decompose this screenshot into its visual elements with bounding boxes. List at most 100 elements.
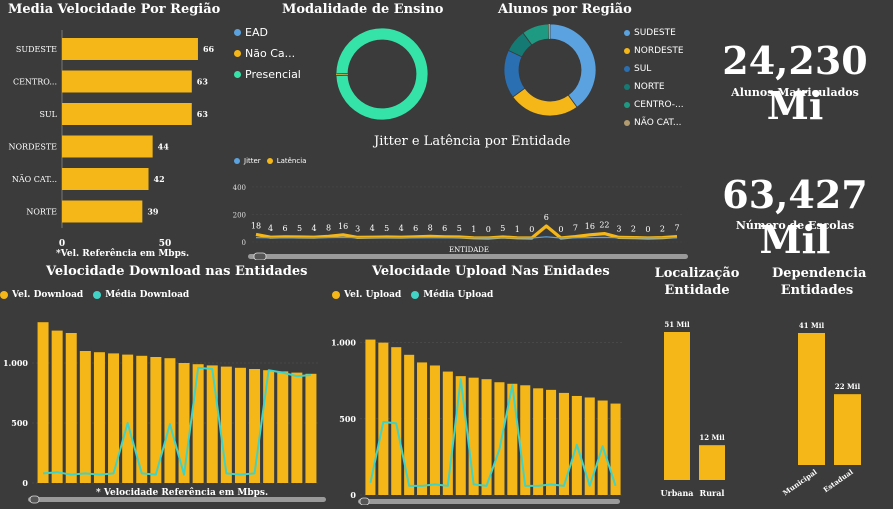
- legend-item[interactable]: Vel. Download: [0, 290, 83, 300]
- bar: [277, 371, 289, 483]
- legend-item[interactable]: Não Ca...: [234, 43, 301, 64]
- legend-item[interactable]: Média Download: [93, 290, 189, 300]
- legend-item[interactable]: NORDESTE: [624, 42, 684, 60]
- bar: [520, 385, 531, 495]
- data-label: 4: [312, 224, 317, 233]
- data-label: 51 Mil: [664, 320, 690, 329]
- legend-label: NORDESTE: [634, 46, 684, 56]
- legend-item[interactable]: CENTRO-...: [624, 96, 684, 114]
- legend-item[interactable]: SUDESTE: [624, 24, 684, 42]
- bar: [699, 445, 725, 480]
- donut-slice: [512, 87, 578, 117]
- legend-item[interactable]: NORTE: [624, 78, 684, 96]
- data-label: 2: [660, 225, 665, 234]
- data-label: 6: [544, 213, 549, 222]
- legend-label: Média Download: [105, 290, 190, 300]
- bar: [62, 168, 149, 190]
- data-label: 18: [251, 221, 261, 230]
- bar: [62, 103, 192, 125]
- legend-item[interactable]: Média Upload: [411, 290, 493, 300]
- data-label: 41 Mil: [799, 321, 825, 330]
- donut-slice: [503, 49, 526, 98]
- data-label: 0: [558, 225, 563, 234]
- data-label: 7: [573, 224, 578, 233]
- bar: [494, 382, 505, 495]
- legend-dot: [624, 30, 630, 36]
- legend-dot: [234, 71, 241, 78]
- data-label: 2: [631, 225, 636, 234]
- jitter-legend: Jitter Latência: [234, 157, 306, 165]
- legend-dot: [234, 50, 241, 57]
- data-label: 6: [282, 224, 287, 233]
- legend-dot: [234, 29, 241, 36]
- scrollbar-handle: [359, 497, 370, 505]
- kpi-schools-label: Número de Escolas: [735, 219, 855, 232]
- kpi-students-value: 24,230 Mi: [722, 38, 868, 128]
- bar: [305, 373, 317, 483]
- legend-label: SUL: [634, 64, 652, 74]
- legend-item[interactable]: NÃO CAT...: [624, 114, 684, 132]
- legend-label: Não Ca...: [245, 47, 296, 60]
- legend-dot: [624, 66, 630, 72]
- scrollbar: [248, 254, 688, 259]
- category-label: Estadual: [821, 467, 854, 494]
- bar: [62, 38, 198, 60]
- download-chart: 1.000 500 0: [3, 322, 326, 504]
- legend-dot: [266, 158, 273, 164]
- bar: [533, 388, 544, 495]
- bar: [164, 358, 176, 483]
- data-label: 39: [147, 207, 159, 217]
- average-line: [42, 366, 312, 476]
- category-label: NORDESTE: [9, 143, 58, 152]
- data-label: 66: [203, 44, 215, 54]
- category-label: Urbana: [661, 488, 694, 498]
- data-label: 12 Mil: [699, 433, 725, 442]
- bar: [610, 403, 621, 495]
- legend-label: SUDESTE: [634, 28, 676, 38]
- data-label: 8: [428, 223, 433, 232]
- data-label: 8: [326, 223, 331, 232]
- alunos-regiao-donut: [503, 23, 597, 117]
- legend-dot: [93, 291, 102, 299]
- data-label: 7: [674, 224, 679, 233]
- region-speed-title: Media Velocidade Por Região: [8, 2, 221, 17]
- y-tick: 0: [242, 239, 246, 247]
- bar: [391, 347, 402, 495]
- bar: [192, 364, 204, 483]
- bar: [220, 366, 232, 483]
- series-line: [255, 224, 678, 240]
- bar: [417, 362, 428, 495]
- y-tick: 1.000: [3, 358, 28, 368]
- legend-dot: [0, 291, 8, 299]
- data-label: 22: [599, 221, 609, 230]
- data-label: 6: [442, 224, 447, 233]
- kpi-schools-value: 63,427 Mil: [722, 172, 868, 262]
- legend-item[interactable]: Vel. Upload: [332, 290, 401, 300]
- legend-item[interactable]: Latência: [266, 157, 306, 165]
- legend-dot: [624, 84, 630, 90]
- bar: [365, 339, 376, 495]
- legend-item[interactable]: SUL: [624, 60, 684, 78]
- legend-item[interactable]: Jitter: [234, 157, 261, 165]
- scrollbar-handle: [253, 252, 267, 260]
- scrollbar: [28, 497, 326, 502]
- legend-dot: [624, 102, 630, 108]
- bar: [62, 70, 192, 93]
- bar: [291, 372, 303, 483]
- data-label: 0: [529, 225, 534, 234]
- alunos-regiao-title: Alunos por Região: [498, 2, 632, 17]
- bar: [93, 352, 105, 483]
- bar: [429, 365, 440, 495]
- bar: [481, 379, 492, 495]
- dependencia-title: Dependencia Entidades: [772, 266, 867, 298]
- legend-item[interactable]: Presencial: [234, 64, 301, 85]
- data-label: 1: [515, 225, 520, 234]
- data-label: 4: [370, 224, 375, 233]
- data-label: 4: [399, 224, 404, 233]
- data-label: 16: [338, 222, 348, 231]
- legend-item[interactable]: EAD: [234, 22, 301, 43]
- bar: [178, 363, 190, 483]
- scrollbar: [358, 499, 620, 504]
- y-tick: 0: [22, 478, 28, 488]
